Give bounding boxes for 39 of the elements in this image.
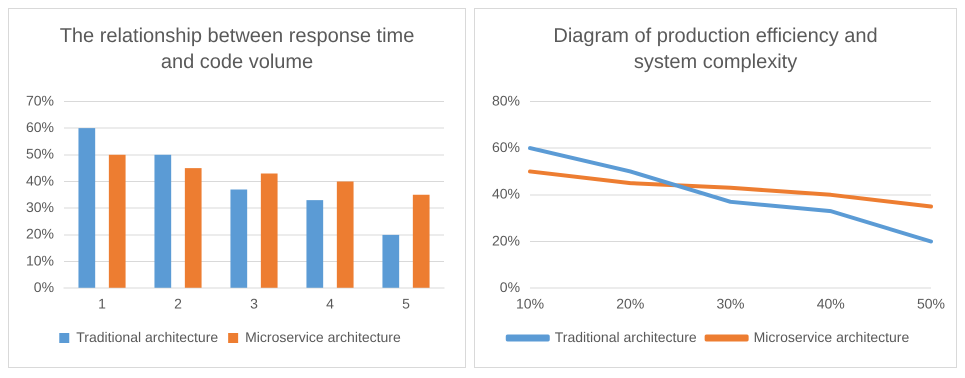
y-tick-label: 60% xyxy=(492,138,520,155)
y-tick-label: 20% xyxy=(492,232,520,248)
y-tick-label: 0% xyxy=(34,279,54,296)
bar xyxy=(336,181,354,288)
legend-label: Traditional architecture xyxy=(554,328,697,345)
bar xyxy=(306,200,324,288)
x-tick-label: 30% xyxy=(716,295,745,312)
x-tick-label: 20% xyxy=(616,295,644,312)
y-tick-label: 50% xyxy=(26,146,54,162)
legend-label: Traditional architecture xyxy=(76,328,218,345)
y-tick-label: 40% xyxy=(492,186,520,202)
x-tick-label: 2 xyxy=(174,295,182,312)
chart-title: The relationship between response time and code volume xyxy=(58,24,416,75)
bar xyxy=(78,128,96,288)
y-tick-label: 20% xyxy=(26,226,54,242)
y-tick-label: 30% xyxy=(26,199,54,215)
y-tick-label: 80% xyxy=(492,92,520,108)
x-tick-label: 5 xyxy=(402,295,410,312)
x-tick-label: 10% xyxy=(516,295,544,312)
x-tick-label: 3 xyxy=(250,295,258,312)
bar xyxy=(154,154,172,288)
x-tick-label: 50% xyxy=(916,295,946,312)
y-tick-label: 60% xyxy=(26,118,54,135)
x-tick-label: 4 xyxy=(326,295,334,312)
bar xyxy=(108,154,126,288)
legend-label: Microservice architecture xyxy=(245,328,401,345)
bar xyxy=(412,194,430,288)
bar xyxy=(260,173,278,288)
bar xyxy=(184,168,202,288)
y-tick-label: 10% xyxy=(26,252,54,268)
bar xyxy=(382,234,400,288)
y-tick-label: 0% xyxy=(500,279,520,296)
legend-label: Microservice architecture xyxy=(754,328,910,345)
x-tick-label: 1 xyxy=(98,295,106,312)
chart-title: Diagram of production efficiency and system complexity xyxy=(552,24,879,75)
bar xyxy=(230,189,248,288)
y-tick-label: 70% xyxy=(26,92,54,108)
y-tick-label: 40% xyxy=(26,172,54,188)
x-tick-label: 40% xyxy=(816,295,845,312)
